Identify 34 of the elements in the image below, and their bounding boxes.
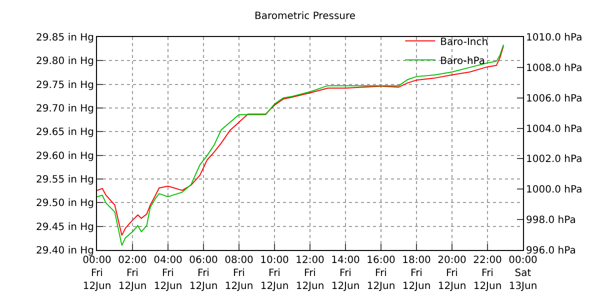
x-tick-label: 08:00 Fri 12Jun [224,255,254,292]
x-tick-label: 12:00 Fri 12Jun [296,255,324,292]
y2-tick-label: 1004.0 hPa [526,124,582,135]
y-tick-label: 29.60 in Hg [36,150,94,162]
y-tick-label: 29.50 in Hg [36,198,94,210]
x-tick-label: 18:00 Fri 12Jun [402,255,431,292]
x-tick-label: 00:00 Sat 13Jun [508,255,538,292]
x-tick-label: 02:00 Fri 12Jun [118,255,147,292]
y2-tick-label: 996.0 hPa [526,246,576,256]
x-tick-label: 20:00 Fri 12Jun [438,255,466,292]
legend-label: Baro-hPa [440,56,486,67]
y-tick-label: 29.80 in Hg [36,56,94,68]
y-tick-label: 29.75 in Hg [36,80,94,91]
x-tick-label: 10:00 Fri 12Jun [260,255,289,292]
legend-label: Baro-Inch [440,36,488,48]
y2-tick-label: 1002.0 hPa [526,154,582,166]
y-tick-label: 29.65 in Hg [36,127,94,138]
y-tick-label: 29.40 in Hg [36,246,94,256]
y-tick-label: 29.55 in Hg [36,174,94,186]
y2-tick-label: 1006.0 hPa [526,93,582,104]
x-tick-label: 00:00 Fri 12Jun [82,255,112,292]
y2-tick-label: 998.0 hPa [526,215,576,226]
y2-tick-label: 1010.0 hPa [526,32,582,44]
y-tick-label: 29.85 in Hg [36,32,94,44]
x-tick-label: 04:00 Fri 12Jun [154,255,182,292]
y-tick-label: 29.70 in Hg [36,104,94,114]
y-tick-label: 29.45 in Hg [36,222,94,233]
chart-title: Barometric Pressure [254,11,356,22]
x-tick-label: 16:00 Fri 12Jun [366,255,396,292]
x-tick-label: 14:00 Fri 12Jun [331,255,360,292]
y2-tick-label: 1008.0 hPa [526,62,582,74]
x-tick-label: 22:00 Fri 12Jun [473,255,502,292]
x-tick-label: 06:00 Fri 12Jun [189,255,218,292]
y2-tick-label: 1000.0 hPa [526,184,582,196]
